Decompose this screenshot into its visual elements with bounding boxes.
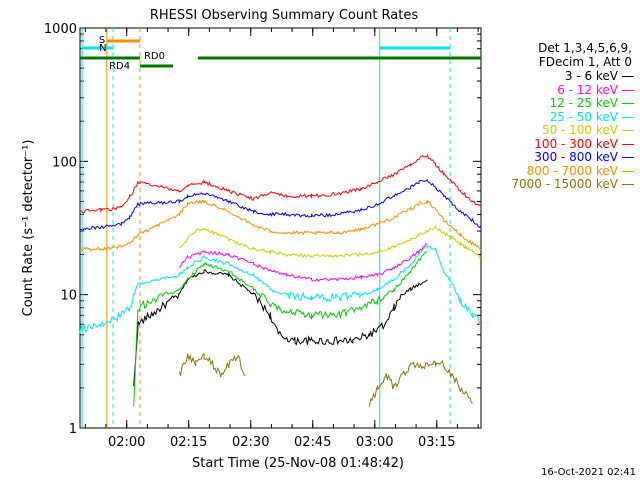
legend-entry: 300 - 800 keV	[534, 151, 634, 164]
x-tick-label: 02:00	[108, 435, 145, 450]
x-tick-label: 03:00	[356, 435, 393, 450]
legend-entry: 100 - 300 keV	[534, 136, 634, 151]
chart-marks: 1 10 100 1000 02:00 02:15 02:30 02:45 03:00 03:15…	[44, 22, 482, 450]
legend-label: 300 - 800 keV	[534, 150, 618, 164]
y-tick-label: 1	[69, 422, 77, 437]
legend-label: 100 - 300 keV	[534, 136, 618, 151]
legend-label: 800 - 7000 keV	[526, 163, 618, 178]
x-axis-label: Start Time (25-Nov-08 01:48:42)	[192, 456, 404, 471]
series-line-4	[178, 224, 481, 259]
series-line-7	[79, 198, 482, 252]
series-line-5	[79, 154, 482, 214]
legend-swatch	[622, 116, 634, 118]
legend-swatch	[622, 103, 634, 104]
legend-label: 6 - 12 keV	[557, 82, 618, 97]
footer-date: 16-Oct-2021 02:41	[541, 467, 636, 478]
x-tick-label: 03:15	[418, 435, 455, 450]
series-line-1	[178, 243, 428, 282]
series-line-6	[79, 178, 482, 231]
legend-entry: 6 - 12 keV	[557, 82, 634, 97]
legend-header-2: FDecim 1, Att 0	[538, 55, 632, 69]
legend-swatch	[622, 184, 634, 185]
series-line-3	[79, 245, 482, 334]
series-line-0	[133, 269, 428, 387]
series-line-2	[133, 251, 428, 407]
legend-swatch	[622, 76, 634, 77]
legend-swatch	[622, 130, 634, 131]
y-axis-label: Count Rate (s⁻¹ detector⁻¹)	[21, 140, 36, 317]
legend-swatch	[622, 143, 634, 145]
y-tick-label: 10	[60, 289, 77, 304]
legend-label: 12 - 25 keV	[549, 96, 618, 110]
legend-swatch	[622, 157, 634, 158]
rd0-label: RD0	[144, 51, 165, 62]
legend-swatch	[622, 89, 634, 91]
legend-entry: 800 - 7000 keV	[526, 163, 634, 178]
series-line-8	[178, 353, 473, 407]
n-label: N	[99, 43, 106, 54]
y-tick-label: 1000	[44, 22, 77, 37]
rd4-label: RD4	[109, 61, 130, 72]
x-tick-label: 02:45	[294, 435, 331, 450]
legend-entry: 50 - 100 keV	[542, 124, 634, 137]
x-tick-label: 02:30	[232, 435, 269, 450]
legend-label: 7000 - 15000 keV	[511, 177, 618, 191]
legend-label: 3 - 6 keV	[564, 69, 618, 83]
legend-entry: 7000 - 15000 keV	[511, 178, 634, 191]
legend-label: 50 - 100 keV	[541, 123, 618, 137]
chart-title: RHESSI Observing Summary Count Rates	[150, 8, 419, 23]
legend-entry: 25 - 50 keV	[549, 109, 634, 124]
s-label: S	[99, 35, 105, 46]
legend-swatch	[622, 170, 634, 172]
legend-label: 25 - 50 keV	[549, 109, 618, 124]
legend-entry: 3 - 6 keV	[565, 70, 634, 83]
legend-header-1: Det 1,3,4,5,6,9,	[538, 41, 632, 55]
plot-frame	[79, 27, 482, 429]
x-tick-label: 02:15	[170, 435, 207, 450]
y-tick-label: 100	[52, 155, 77, 170]
legend-entry: 12 - 25 keV	[550, 97, 634, 110]
